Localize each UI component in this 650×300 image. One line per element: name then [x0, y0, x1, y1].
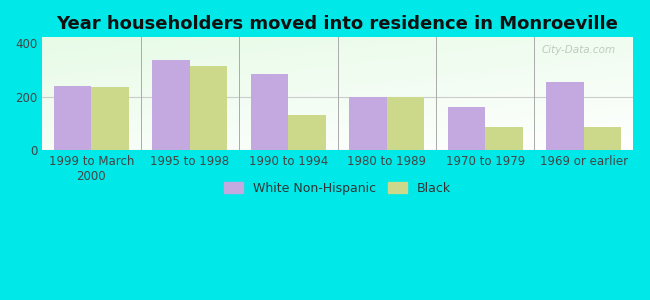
Bar [92, 87, 129, 150]
Title: Year householders moved into residence in Monroeville: Year householders moved into residence i… [57, 15, 618, 33]
Bar [546, 82, 584, 150]
Legend: White Non-Hispanic, Black: White Non-Hispanic, Black [220, 178, 455, 198]
Bar [485, 128, 523, 150]
Bar [251, 74, 289, 150]
Bar [289, 115, 326, 150]
Bar [448, 107, 485, 150]
Bar [54, 86, 92, 150]
Bar [152, 60, 190, 150]
Bar [190, 66, 227, 150]
Bar [584, 127, 621, 150]
Text: City-Data.com: City-Data.com [541, 45, 615, 55]
Bar [349, 98, 387, 150]
Bar [387, 98, 424, 150]
